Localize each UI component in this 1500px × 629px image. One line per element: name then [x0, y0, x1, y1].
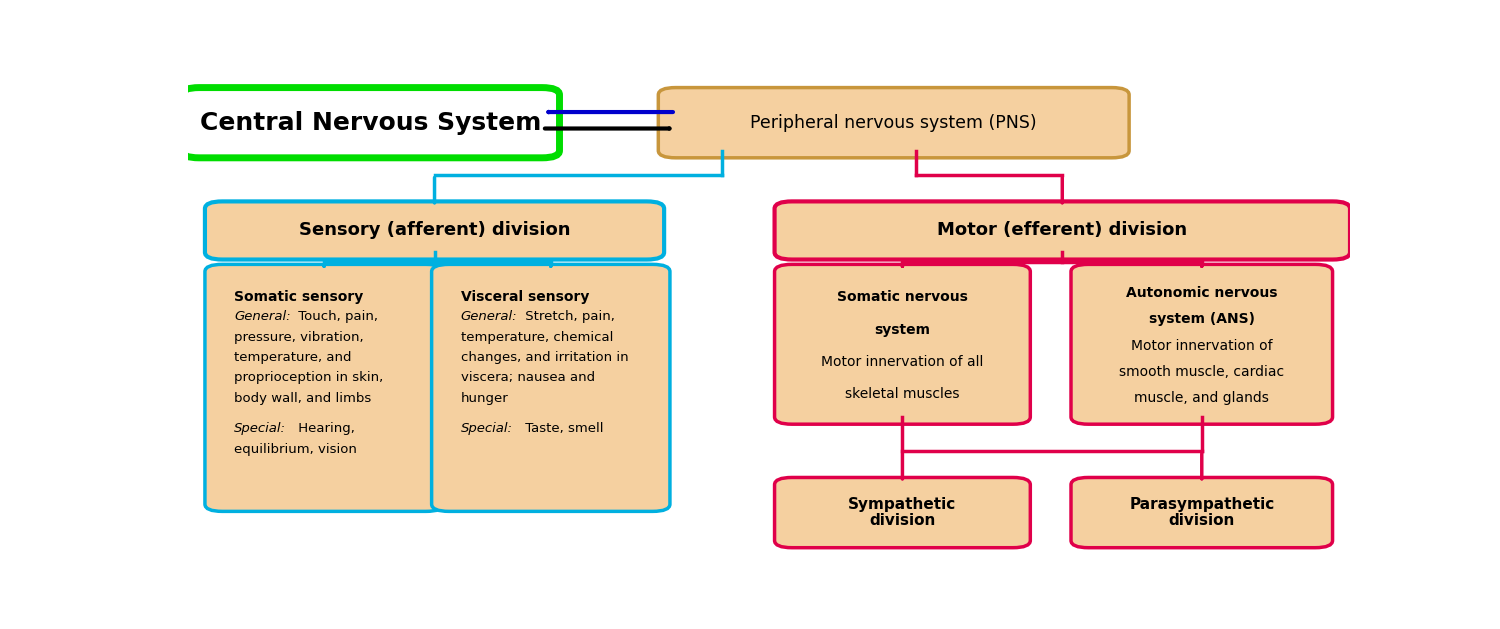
Text: Motor innervation of: Motor innervation of	[1131, 338, 1272, 353]
Text: system (ANS): system (ANS)	[1149, 312, 1256, 326]
Text: smooth muscle, cardiac: smooth muscle, cardiac	[1119, 365, 1284, 379]
Text: temperature, and: temperature, and	[234, 351, 351, 364]
Text: hunger: hunger	[460, 392, 509, 404]
FancyBboxPatch shape	[774, 201, 1350, 260]
Text: Somatic nervous: Somatic nervous	[837, 291, 968, 304]
Text: division: division	[1168, 513, 1234, 528]
Text: muscle, and glands: muscle, and glands	[1134, 391, 1269, 406]
Text: Taste, smell: Taste, smell	[520, 422, 603, 435]
FancyBboxPatch shape	[206, 201, 664, 260]
Text: division: division	[870, 513, 936, 528]
Text: skeletal muscles: skeletal muscles	[844, 387, 960, 401]
FancyBboxPatch shape	[774, 477, 1030, 548]
Text: Special:: Special:	[234, 422, 286, 435]
Text: Peripheral nervous system (PNS): Peripheral nervous system (PNS)	[750, 114, 1036, 131]
Text: Sympathetic: Sympathetic	[849, 497, 957, 512]
Text: Stretch, pain,: Stretch, pain,	[520, 310, 615, 323]
Text: equilibrium, vision: equilibrium, vision	[234, 443, 357, 455]
Text: Hearing,: Hearing,	[294, 422, 356, 435]
FancyBboxPatch shape	[182, 87, 560, 158]
Text: Special:: Special:	[460, 422, 513, 435]
Text: Touch, pain,: Touch, pain,	[294, 310, 378, 323]
Text: proprioception in skin,: proprioception in skin,	[234, 371, 384, 384]
Text: changes, and irritation in: changes, and irritation in	[460, 351, 628, 364]
Text: General:: General:	[234, 310, 291, 323]
Text: viscera; nausea and: viscera; nausea and	[460, 371, 596, 384]
Text: Parasympathetic: Parasympathetic	[1130, 497, 1275, 512]
FancyBboxPatch shape	[432, 264, 670, 511]
Text: Visceral sensory: Visceral sensory	[460, 290, 590, 304]
Text: Autonomic nervous: Autonomic nervous	[1126, 286, 1278, 300]
Text: system: system	[874, 323, 930, 337]
FancyBboxPatch shape	[658, 87, 1130, 158]
Text: Sensory (afferent) division: Sensory (afferent) division	[298, 221, 570, 240]
Text: Somatic sensory: Somatic sensory	[234, 290, 363, 304]
FancyBboxPatch shape	[1071, 264, 1332, 424]
FancyBboxPatch shape	[206, 264, 444, 511]
FancyBboxPatch shape	[774, 264, 1030, 424]
Text: Motor innervation of all: Motor innervation of all	[822, 355, 984, 369]
Text: pressure, vibration,: pressure, vibration,	[234, 331, 363, 343]
FancyBboxPatch shape	[1071, 477, 1332, 548]
Text: General:: General:	[460, 310, 518, 323]
Text: Central Nervous System: Central Nervous System	[200, 111, 542, 135]
Text: temperature, chemical: temperature, chemical	[460, 331, 614, 343]
Text: body wall, and limbs: body wall, and limbs	[234, 392, 372, 404]
Text: Motor (efferent) division: Motor (efferent) division	[938, 221, 1188, 240]
